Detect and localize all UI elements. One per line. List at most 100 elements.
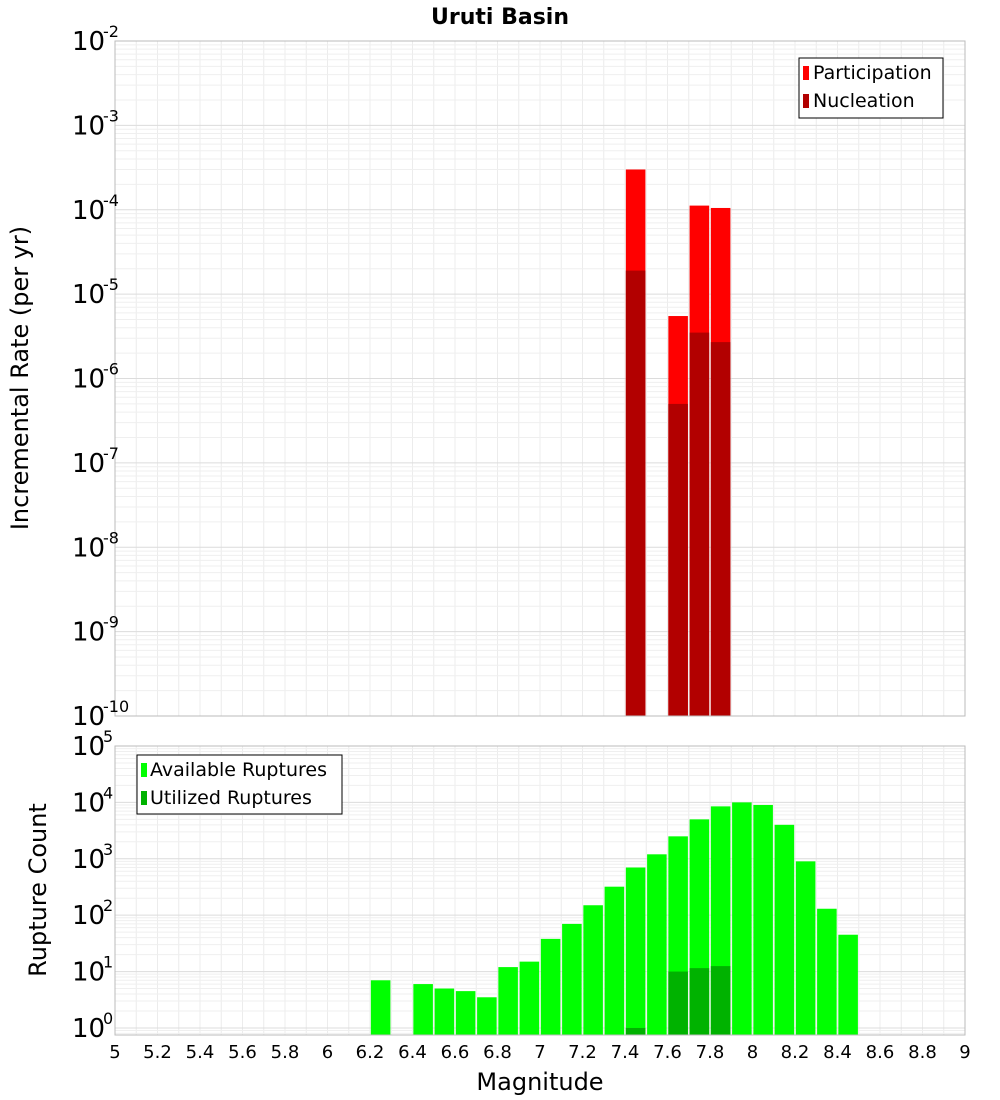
available-ruptures-bar xyxy=(774,824,795,1035)
y-tick-exponent: 2 xyxy=(103,896,113,915)
x-tick-label: 6.8 xyxy=(483,1042,512,1063)
y-tick-exponent: 0 xyxy=(103,1009,113,1028)
y-tick-base: 10 xyxy=(72,618,105,648)
top-plot-border xyxy=(114,40,966,717)
x-tick-label: 9 xyxy=(959,1042,970,1063)
available-ruptures-bar xyxy=(625,867,646,1035)
y-tick-label: 10-9 xyxy=(72,613,119,648)
y-tick-base: 10 xyxy=(72,845,105,875)
y-tick-label: 10-7 xyxy=(72,444,119,479)
y-tick-base: 10 xyxy=(72,280,105,310)
x-tick-label: 7.4 xyxy=(611,1042,640,1063)
y-tick-exponent: -4 xyxy=(103,191,119,210)
y-tick-exponent: -5 xyxy=(103,275,119,294)
top-grid xyxy=(114,40,966,717)
y-tick-exponent: -9 xyxy=(103,613,119,632)
y-tick-base: 10 xyxy=(72,365,105,395)
utilized-ruptures-bar xyxy=(710,966,731,1035)
utilized-ruptures-bar xyxy=(668,971,688,1035)
top-y-axis-label: Incremental Rate (per yr) xyxy=(6,226,34,530)
available-ruptures-bar xyxy=(817,908,837,1035)
y-tick-label: 101 xyxy=(72,953,113,988)
nucleation-bar xyxy=(625,270,646,716)
y-tick-label: 10-4 xyxy=(72,191,119,226)
x-tick-label: 8.8 xyxy=(908,1042,937,1063)
y-tick-base: 10 xyxy=(72,702,105,732)
y-tick-base: 10 xyxy=(72,901,105,931)
available-ruptures-bar xyxy=(370,980,391,1035)
legend-label-participation: Participation xyxy=(813,62,932,84)
y-tick-exponent: -2 xyxy=(103,22,119,41)
y-tick-label: 105 xyxy=(72,727,113,762)
y-tick-exponent: -6 xyxy=(103,360,119,379)
available-ruptures-bar xyxy=(753,804,773,1035)
y-tick-label: 100 xyxy=(72,1009,113,1044)
y-tick-base: 10 xyxy=(72,449,105,479)
available-ruptures-bar xyxy=(647,854,667,1035)
y-tick-label: 10-5 xyxy=(72,275,119,310)
available-ruptures-bar xyxy=(604,886,625,1035)
utilized-ruptures-bar xyxy=(625,1027,646,1035)
available-ruptures-bar xyxy=(477,997,497,1035)
x-tick-label: 7 xyxy=(534,1042,545,1063)
y-tick-base: 10 xyxy=(72,1014,105,1044)
x-tick-label: 7.8 xyxy=(696,1042,725,1063)
y-tick-exponent: -3 xyxy=(103,106,119,125)
available-ruptures-bar xyxy=(540,938,561,1035)
available-ruptures-bar xyxy=(519,961,540,1035)
legend-swatch-utilized xyxy=(141,791,147,805)
x-tick-label: 5.2 xyxy=(143,1042,172,1063)
y-tick-label: 104 xyxy=(72,783,113,818)
y-tick-exponent: 5 xyxy=(103,727,113,746)
top-legend-box xyxy=(798,57,944,119)
x-tick-label: 8.2 xyxy=(781,1042,810,1063)
top-legend: Participation Nucleation xyxy=(798,57,944,119)
y-tick-label: 10-6 xyxy=(72,360,119,395)
x-tick-labels: 5 5.2 5.4 5.6 5.8 6 6.2 6.4 6.6 6.8 7 7.2 7.4 7.6 7.8 8… xyxy=(109,1042,970,1063)
y-tick-exponent: -8 xyxy=(103,528,119,547)
available-ruptures-bar xyxy=(838,934,858,1035)
y-tick-base: 10 xyxy=(72,27,105,57)
x-tick-label: 6.2 xyxy=(356,1042,385,1063)
y-tick-label: 102 xyxy=(72,896,113,931)
y-tick-base: 10 xyxy=(72,111,105,141)
bottom-y-axis-label: Rupture Count xyxy=(24,803,52,977)
available-ruptures-bar xyxy=(498,967,518,1035)
x-tick-label: 5.8 xyxy=(271,1042,300,1063)
x-tick-label: 5 xyxy=(109,1042,120,1063)
y-tick-exponent: -10 xyxy=(103,697,129,716)
x-tick-label: 5.4 xyxy=(186,1042,215,1063)
y-tick-label: 103 xyxy=(72,840,113,875)
y-tick-label: 10-8 xyxy=(72,528,119,563)
legend-swatch-nucleation xyxy=(803,94,809,108)
y-tick-label: 10-10 xyxy=(72,697,129,732)
bottom-plot-border xyxy=(114,745,966,1036)
available-ruptures-bar xyxy=(562,923,582,1035)
available-ruptures-bar xyxy=(732,802,752,1035)
y-tick-exponent: -7 xyxy=(103,444,119,463)
y-tick-base: 10 xyxy=(72,533,105,563)
bottom-grid xyxy=(114,745,966,1035)
x-tick-label: 7.6 xyxy=(653,1042,682,1063)
x-tick-label: 8.6 xyxy=(866,1042,895,1063)
legend-label-available: Available Ruptures xyxy=(150,759,327,781)
top-bars xyxy=(625,169,731,716)
available-ruptures-bar xyxy=(434,988,455,1035)
nucleation-bar xyxy=(710,342,731,716)
y-tick-base: 10 xyxy=(72,958,105,988)
available-ruptures-bar xyxy=(795,861,816,1035)
utilized-ruptures-bar xyxy=(689,968,710,1035)
legend-label-nucleation: Nucleation xyxy=(813,90,915,112)
x-tick-label: 7.2 xyxy=(568,1042,597,1063)
x-tick-label: 8 xyxy=(747,1042,758,1063)
y-tick-label: 10-2 xyxy=(72,22,119,57)
x-tick-label: 6.6 xyxy=(441,1042,470,1063)
y-tick-base: 10 xyxy=(72,732,105,762)
legend-label-utilized: Utilized Ruptures xyxy=(150,787,312,809)
legend-swatch-available xyxy=(141,763,147,777)
chart-title: Uruti Basin xyxy=(431,5,569,30)
